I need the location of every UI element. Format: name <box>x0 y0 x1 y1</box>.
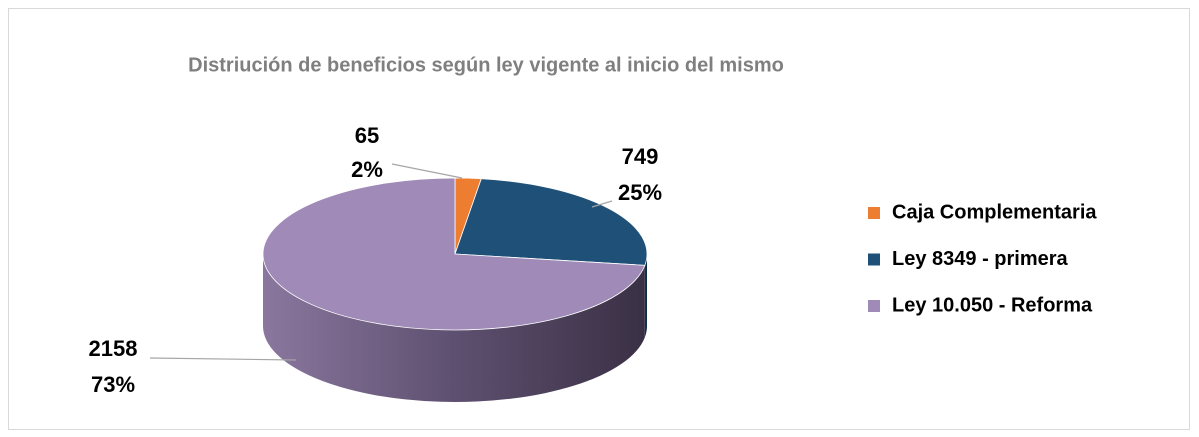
legend-label: Ley 8349 - primera <box>892 248 1069 270</box>
data-label: 749 <box>622 144 659 169</box>
slice-side <box>644 254 647 338</box>
legend-swatch <box>868 300 880 312</box>
percent-label: 2% <box>351 157 383 182</box>
percent-label: 25% <box>618 180 662 205</box>
percent-label: 73% <box>91 372 135 397</box>
data-label: 2158 <box>89 336 138 361</box>
legend-label: Ley 10.050 - Reforma <box>892 294 1093 316</box>
leader-line <box>149 357 297 361</box>
leader-line <box>591 200 613 208</box>
data-label: 65 <box>355 123 379 148</box>
slice <box>262 177 646 331</box>
legend-swatch <box>868 253 880 266</box>
legend-label: Caja Complementaria <box>892 201 1097 223</box>
leader-line <box>391 163 463 179</box>
legend-swatch <box>868 207 880 219</box>
chart-title: Distriución de beneficios según ley vige… <box>188 54 784 76</box>
slice-side <box>263 254 645 402</box>
slice <box>454 178 648 266</box>
